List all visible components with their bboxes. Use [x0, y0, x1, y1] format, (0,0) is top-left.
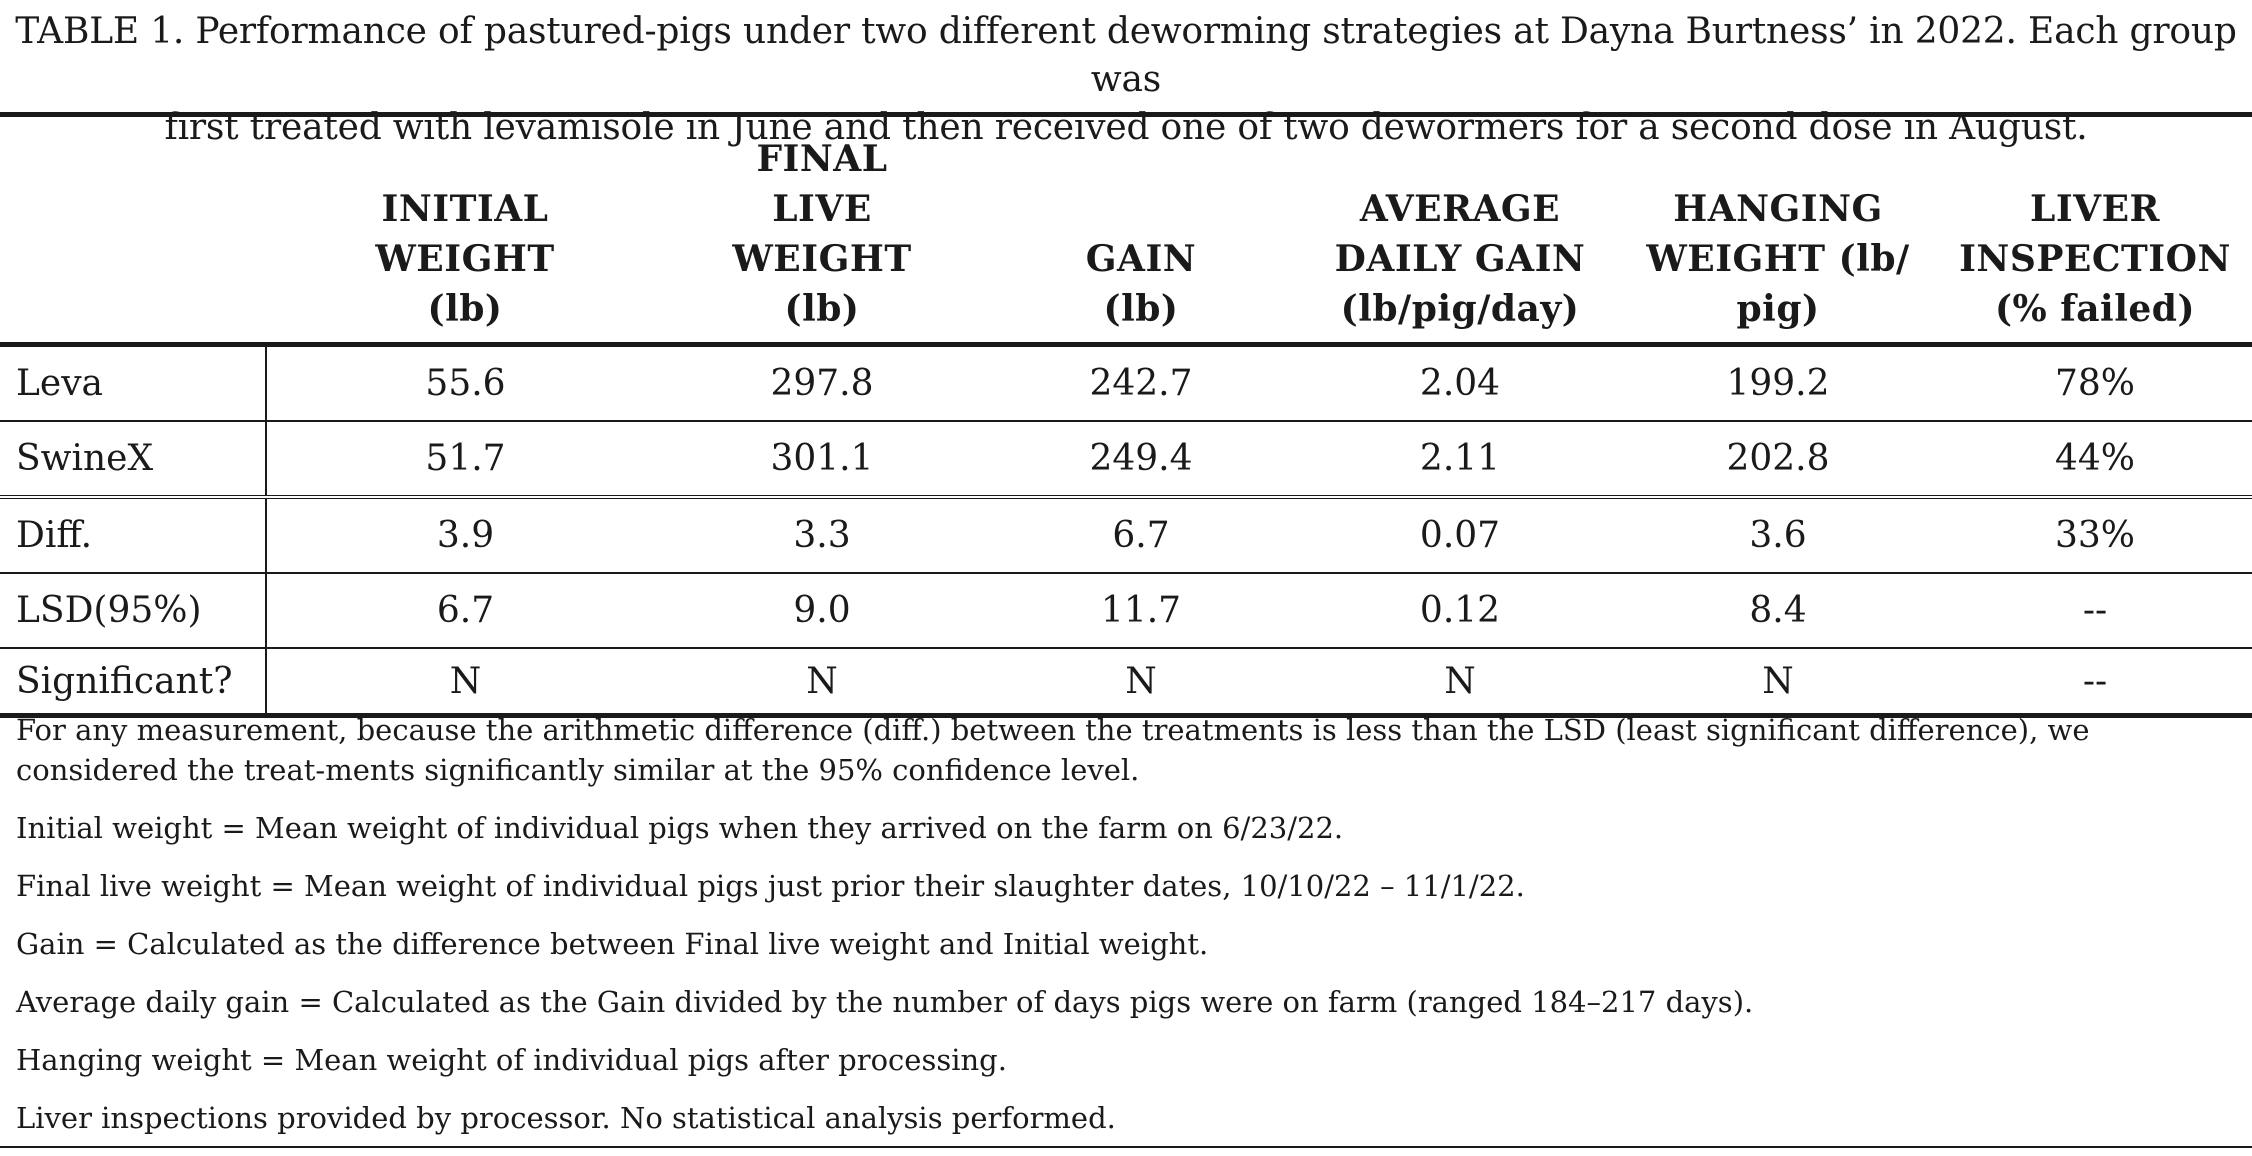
cell-average-daily-gain: 0.12	[1302, 573, 1618, 649]
cell-gain: 11.7	[980, 573, 1302, 649]
table-footnotes: For any measurement, because the arithme…	[16, 710, 2238, 1156]
row-label: LSD(95%)	[0, 573, 267, 649]
cell-hanging-weight: 202.8	[1618, 421, 1938, 498]
header-gain: GAIN (lb)	[980, 116, 1302, 347]
footnote-initial-weight: Initial weight = Mean weight of individu…	[16, 811, 1344, 845]
cell-final-live-weight: 297.8	[664, 344, 980, 422]
header-hanging-weight: HANGING WEIGHT (lb/ pig)	[1618, 116, 1938, 347]
header-line: FINAL	[756, 138, 888, 180]
cell-gain: 242.7	[980, 344, 1302, 422]
header-line: (lb/pig/day)	[1340, 288, 1580, 330]
cell-hanging-weight: 199.2	[1618, 344, 1938, 422]
header-line: WEIGHT	[375, 238, 555, 280]
cell-final-live-weight: 9.0	[664, 573, 980, 649]
table-row-diff: Diff. 3.9 3.3 6.7 0.07 3.6 33%	[0, 495, 2252, 574]
header-row: INITIAL WEIGHT (lb) FINAL LIVE WEIGHT (l…	[0, 116, 2252, 347]
cell-initial-weight: 51.7	[266, 421, 664, 498]
performance-table: INITIAL WEIGHT (lb) FINAL LIVE WEIGHT (l…	[0, 116, 2252, 718]
header-line: (lb)	[427, 288, 503, 330]
header-line: AVERAGE	[1359, 188, 1561, 230]
table-row-significant: Significant? N N N N N --	[0, 648, 2252, 718]
header-line: (lb)	[784, 288, 860, 330]
table-row-leva: Leva 55.6 297.8 242.7 2.04 199.2 78%	[0, 344, 2252, 422]
header-average-daily-gain: AVERAGE DAILY GAIN (lb/pig/day)	[1302, 116, 1618, 347]
cell-liver-inspection: 78%	[1938, 344, 2252, 422]
cell-liver-inspection: 33%	[1938, 495, 2252, 574]
footnote-final-live-weight: Final live weight = Mean weight of indiv…	[16, 869, 1525, 903]
header-line: WEIGHT (lb/	[1646, 238, 1910, 280]
cell-liver-inspection: --	[1938, 573, 2252, 649]
header-line: HANGING	[1673, 188, 1883, 230]
header-line: INSPECTION	[1959, 238, 2231, 280]
cell-final-live-weight: 3.3	[664, 495, 980, 574]
header-line: DAILY GAIN	[1334, 238, 1586, 280]
table-row-lsd: LSD(95%) 6.7 9.0 11.7 0.12 8.4 --	[0, 573, 2252, 649]
cell-gain: 6.7	[980, 495, 1302, 574]
footnote-average-daily-gain: Average daily gain = Calculated as the G…	[16, 985, 1754, 1019]
cell-liver-inspection: --	[1938, 648, 2252, 718]
header-line: GAIN	[1085, 238, 1197, 280]
cell-final-live-weight: 301.1	[664, 421, 980, 498]
cell-final-live-weight: N	[664, 648, 980, 718]
caption-line-1: TABLE 1. Performance of pastured-pigs un…	[15, 11, 2237, 100]
header-line: WEIGHT	[732, 238, 912, 280]
cell-initial-weight: 55.6	[266, 344, 664, 422]
cell-initial-weight: 3.9	[266, 495, 664, 574]
header-liver-inspection: LIVER INSPECTION (% failed)	[1938, 116, 2252, 347]
header-line: pig)	[1736, 288, 1820, 330]
footnote-lsd: For any measurement, because the arithme…	[16, 713, 2090, 787]
bottom-rule	[0, 1146, 2252, 1148]
footnote-gain: Gain = Calculated as the difference betw…	[16, 927, 1209, 961]
cell-average-daily-gain: 0.07	[1302, 495, 1618, 574]
header-initial-weight: INITIAL WEIGHT (lb)	[266, 116, 664, 347]
cell-hanging-weight: 8.4	[1618, 573, 1938, 649]
header-line: INITIAL	[381, 188, 549, 230]
cell-gain: 249.4	[980, 421, 1302, 498]
cell-liver-inspection: 44%	[1938, 421, 2252, 498]
header-line: (lb)	[1103, 288, 1179, 330]
header-line: (% failed)	[1994, 288, 2196, 330]
footnote-liver-inspection: Liver inspections provided by processor.…	[16, 1101, 1116, 1135]
cell-initial-weight: N	[266, 648, 664, 718]
header-line: LIVER	[2030, 188, 2160, 230]
caption-rule	[0, 112, 2252, 117]
row-label: SwineX	[0, 421, 267, 498]
table-row-swinex: SwineX 51.7 301.1 249.4 2.11 202.8 44%	[0, 421, 2252, 498]
row-label: Leva	[0, 344, 267, 422]
header-cell-blank	[0, 116, 266, 347]
cell-hanging-weight: 3.6	[1618, 495, 1938, 574]
cell-gain: N	[980, 648, 1302, 718]
cell-average-daily-gain: 2.04	[1302, 344, 1618, 422]
row-label: Significant?	[0, 648, 267, 718]
header-line: LIVE	[772, 188, 872, 230]
cell-average-daily-gain: N	[1302, 648, 1618, 718]
cell-average-daily-gain: 2.11	[1302, 421, 1618, 498]
footnote-hanging-weight: Hanging weight = Mean weight of individu…	[16, 1043, 1007, 1077]
row-label: Diff.	[0, 495, 267, 574]
cell-initial-weight: 6.7	[266, 573, 664, 649]
header-final-live-weight: FINAL LIVE WEIGHT (lb)	[664, 116, 980, 347]
cell-hanging-weight: N	[1618, 648, 1938, 718]
